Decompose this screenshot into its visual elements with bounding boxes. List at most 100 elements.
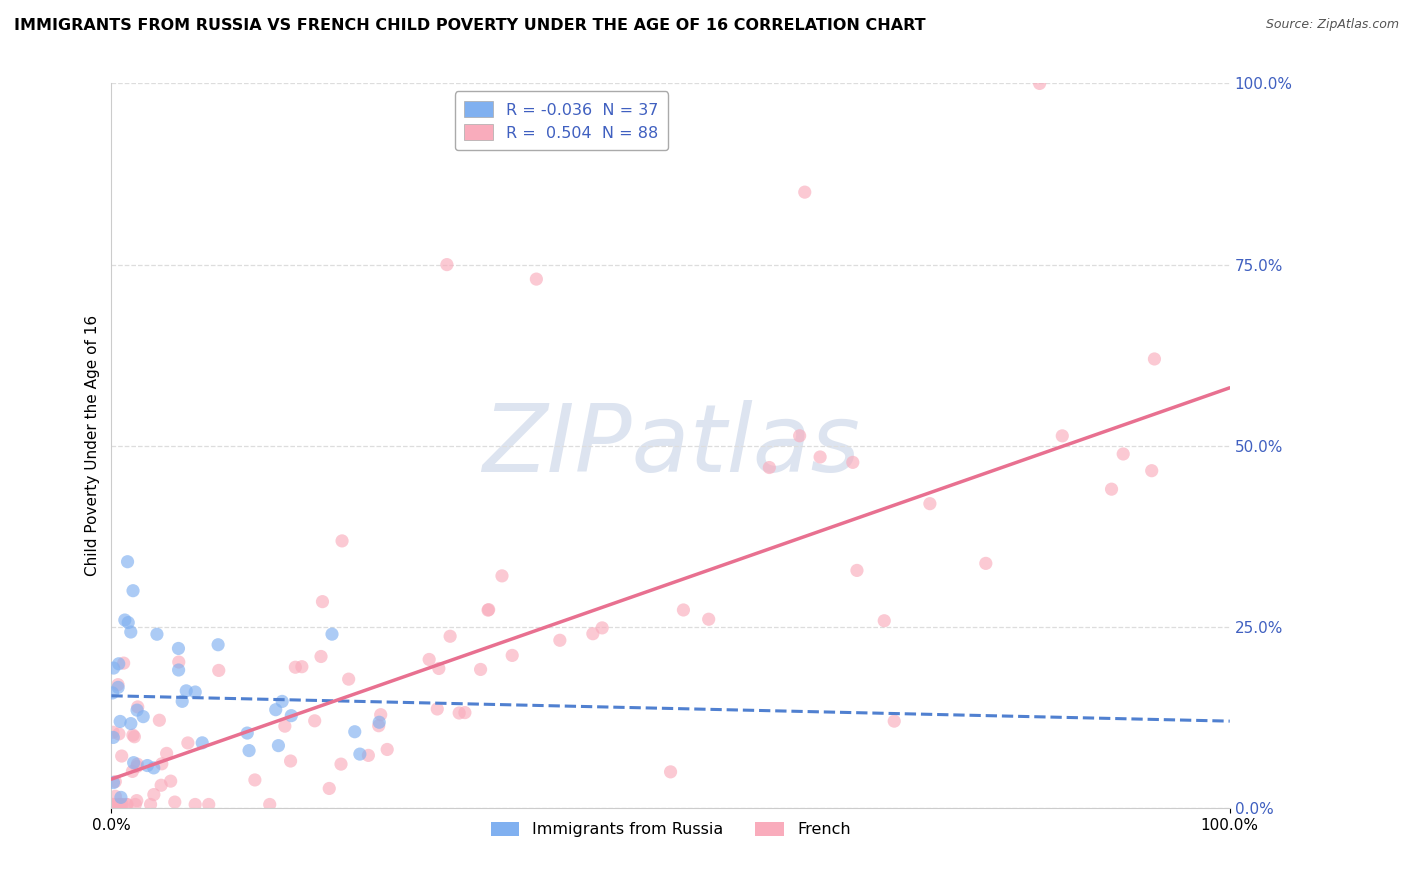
Point: [659, 764, 682, 779]
Point: [470, 662, 492, 676]
Point: [330, 533, 353, 548]
Point: [439, 629, 461, 643]
Point: [159, 774, 181, 789]
Point: [524, 272, 547, 286]
Point: [259, 797, 281, 812]
Point: [104, 789, 127, 804]
Point: [101, 725, 124, 739]
Point: [115, 797, 138, 812]
Point: [120, 625, 142, 640]
Point: [120, 716, 142, 731]
Point: [117, 615, 139, 630]
Point: [107, 797, 129, 812]
Point: [167, 655, 190, 669]
Point: [918, 497, 941, 511]
Point: [238, 743, 260, 757]
Point: [1052, 429, 1074, 443]
Point: [236, 726, 259, 740]
Point: [146, 627, 169, 641]
Point: [284, 660, 307, 674]
Point: [103, 661, 125, 675]
Point: [136, 758, 159, 772]
Point: [122, 728, 145, 742]
Point: [163, 795, 186, 809]
Point: [112, 656, 135, 670]
Point: [808, 450, 831, 464]
Point: [107, 657, 129, 671]
Point: [591, 621, 613, 635]
Point: [142, 788, 165, 802]
Point: [197, 797, 219, 812]
Text: Source: ZipAtlas.com: Source: ZipAtlas.com: [1265, 18, 1399, 31]
Point: [368, 715, 391, 730]
Point: [115, 797, 138, 812]
Point: [883, 714, 905, 728]
Point: [758, 460, 780, 475]
Point: [477, 603, 499, 617]
Point: [243, 772, 266, 787]
Point: [156, 747, 179, 761]
Point: [103, 775, 125, 789]
Point: [793, 185, 815, 199]
Point: [172, 694, 194, 708]
Point: [108, 797, 131, 812]
Point: [127, 700, 149, 714]
Point: [582, 626, 605, 640]
Point: [274, 719, 297, 733]
Point: [478, 602, 501, 616]
Point: [122, 756, 145, 770]
Point: [104, 774, 127, 789]
Point: [124, 797, 146, 812]
Point: [167, 663, 190, 677]
Point: [208, 664, 231, 678]
Point: [280, 754, 302, 768]
Point: [108, 714, 131, 729]
Legend: Immigrants from Russia, French: Immigrants from Russia, French: [484, 815, 856, 844]
Point: [103, 731, 125, 745]
Point: [148, 713, 170, 727]
Y-axis label: Child Poverty Under the Age of 16: Child Poverty Under the Age of 16: [86, 315, 100, 576]
Point: [101, 686, 124, 700]
Point: [449, 706, 471, 720]
Point: [177, 736, 200, 750]
Point: [343, 724, 366, 739]
Point: [291, 659, 314, 673]
Point: [264, 703, 287, 717]
Point: [697, 612, 720, 626]
Point: [107, 681, 129, 695]
Point: [1028, 77, 1050, 91]
Point: [111, 749, 134, 764]
Point: [337, 672, 360, 686]
Point: [125, 703, 148, 717]
Point: [117, 555, 139, 569]
Point: [974, 557, 997, 571]
Point: [132, 709, 155, 723]
Point: [125, 759, 148, 773]
Point: [1112, 447, 1135, 461]
Point: [309, 649, 332, 664]
Point: [427, 661, 450, 675]
Text: ZIPatlas: ZIPatlas: [482, 401, 859, 491]
Point: [280, 708, 302, 723]
Point: [426, 702, 449, 716]
Point: [184, 685, 207, 699]
Point: [114, 613, 136, 627]
Point: [142, 761, 165, 775]
Point: [124, 730, 146, 744]
Point: [271, 694, 294, 708]
Point: [108, 727, 131, 741]
Point: [191, 736, 214, 750]
Point: [454, 706, 477, 720]
Point: [311, 594, 333, 608]
Point: [842, 455, 865, 469]
Point: [330, 757, 353, 772]
Point: [122, 583, 145, 598]
Point: [1143, 351, 1166, 366]
Point: [357, 748, 380, 763]
Point: [167, 641, 190, 656]
Point: [125, 794, 148, 808]
Point: [150, 756, 173, 771]
Point: [873, 614, 896, 628]
Point: [304, 714, 326, 728]
Point: [318, 781, 340, 796]
